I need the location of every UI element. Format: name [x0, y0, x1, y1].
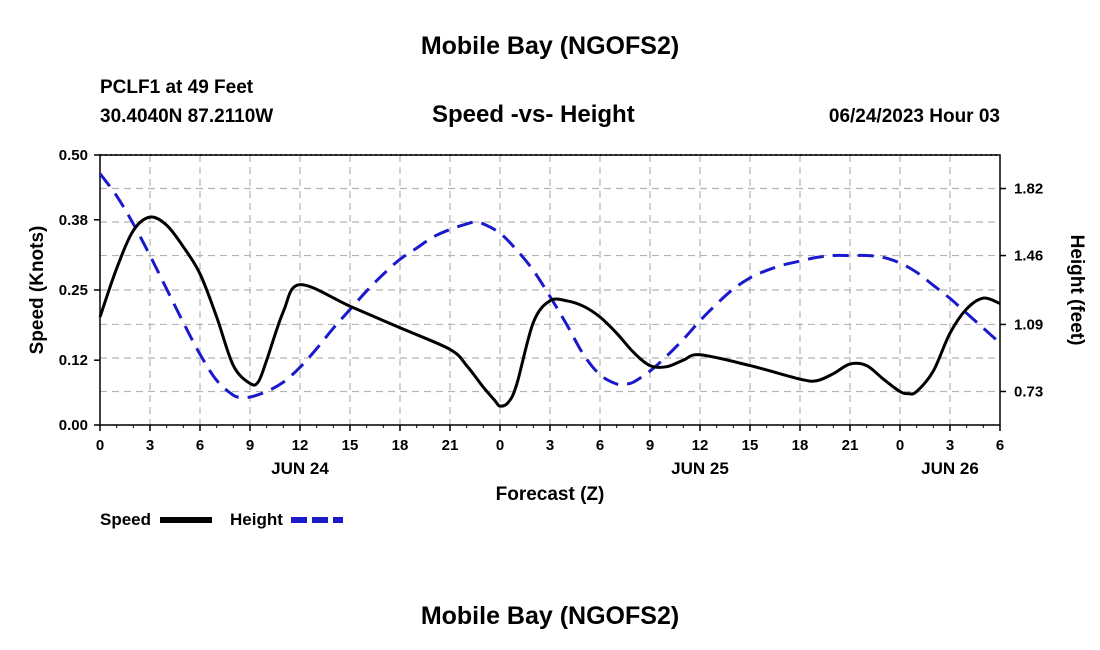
date-label: JUN 24	[271, 459, 329, 478]
x-tick-label: 15	[342, 437, 359, 454]
y2-tick-label: 1.82	[1014, 181, 1043, 198]
footer-title: Mobile Bay (NGOFS2)	[420, 602, 680, 630]
y-tick-label: 0.12	[59, 352, 88, 369]
y-axis-label: Speed (Knots)	[27, 226, 48, 355]
speed-height-chart: 0 3 6 9 12 15 18 21 0 3 6 9 12 15 18 21 0 3 6 JUN 24 JUN 25 J…	[27, 147, 1087, 529]
x-tick-label: 12	[692, 437, 709, 454]
y-tick-label: 0.00	[59, 417, 88, 434]
legend-height-label: Height	[230, 510, 283, 529]
x-tick-label: 6	[196, 437, 204, 454]
x-tick-label: 3	[146, 437, 154, 454]
tick-layer: 0 3 6 9 12 15 18 21 0 3 6 9 12 15 18 21 0 3 6 JUN 24 JUN 25 J…	[59, 147, 1043, 478]
x-tick-label: 21	[442, 437, 459, 454]
y-tick-label: 0.50	[59, 147, 88, 164]
chart-subtitle: Speed -vs- Height	[432, 101, 635, 128]
y2-axis-label: Height (feet)	[1066, 235, 1087, 346]
x-tick-label: 0	[896, 437, 904, 454]
page-title: Mobile Bay (NGOFS2)	[420, 32, 680, 60]
x-tick-label: 3	[546, 437, 554, 454]
x-tick-label: 9	[646, 437, 654, 454]
x-tick-label: 3	[946, 437, 954, 454]
speed-series-line	[98, 215, 1001, 408]
height-series-line	[98, 172, 1001, 400]
x-tick-label: 18	[792, 437, 809, 454]
x-tick-label: 6	[996, 437, 1004, 454]
x-tick-label: 15	[742, 437, 759, 454]
date-label: JUN 26	[921, 459, 979, 478]
x-axis-label: Forecast (Z)	[496, 484, 605, 505]
y2-tick-label: 1.46	[1014, 248, 1043, 265]
station-coords: 30.4040N 87.2110W	[100, 106, 274, 127]
station-label: PCLF1 at 49 Feet	[100, 77, 254, 98]
x-tick-label: 9	[246, 437, 254, 454]
x-tick-label: 21	[842, 437, 859, 454]
legend-speed-label: Speed	[100, 510, 151, 529]
grid-layer	[100, 154, 1000, 426]
x-tick-label: 18	[392, 437, 409, 454]
y-tick-label: 0.25	[59, 282, 88, 299]
y-tick-label: 0.38	[59, 212, 88, 229]
x-tick-label: 0	[96, 437, 104, 454]
y2-tick-label: 1.09	[1014, 316, 1043, 333]
forecast-timestamp: 06/24/2023 Hour 03	[828, 106, 1000, 127]
date-label: JUN 25	[671, 459, 729, 478]
x-tick-label: 6	[596, 437, 604, 454]
x-tick-label: 0	[496, 437, 504, 454]
x-tick-label: 12	[292, 437, 309, 454]
legend: Speed Height	[100, 510, 343, 529]
y2-tick-label: 0.73	[1014, 383, 1043, 400]
